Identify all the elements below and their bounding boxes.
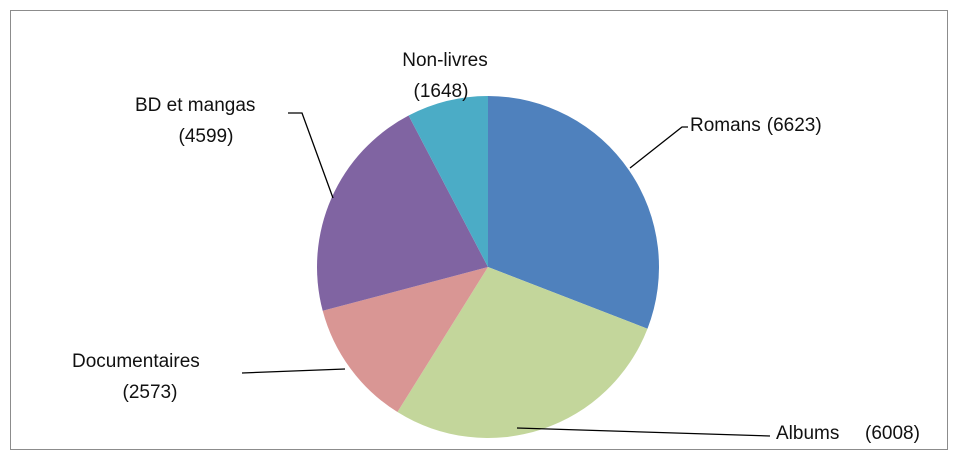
slice-label: Non-livres bbox=[402, 50, 488, 71]
value-label: (1648) bbox=[414, 81, 469, 102]
pie-slice bbox=[317, 115, 488, 311]
slice-label: Albums bbox=[776, 423, 839, 444]
pie-slice bbox=[488, 96, 659, 329]
pie-slice bbox=[322, 267, 488, 413]
leader-line bbox=[288, 112, 334, 199]
pie-slice bbox=[397, 267, 648, 439]
slice-label: BD et mangas bbox=[135, 95, 255, 116]
leader-line bbox=[629, 126, 688, 169]
value-label: (4599) bbox=[179, 126, 234, 147]
value-label: (6008) bbox=[865, 423, 920, 444]
pie bbox=[317, 96, 659, 439]
slice-label: Romans bbox=[690, 115, 761, 136]
pie-slice bbox=[408, 96, 488, 267]
leader-line bbox=[241, 368, 346, 374]
value-label: (2573) bbox=[123, 382, 178, 403]
value-label: (6623) bbox=[767, 115, 822, 136]
slice-label: Documentaires bbox=[72, 351, 200, 372]
leader-line bbox=[516, 427, 771, 437]
